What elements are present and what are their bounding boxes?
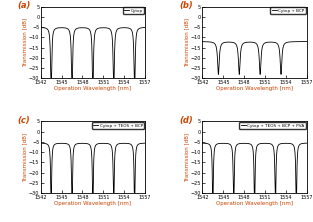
Legend: Cytop + BCP: Cytop + BCP (270, 8, 306, 14)
Text: (b): (b) (179, 1, 193, 10)
Legend: Cytop + TEOS + BCP + PVA: Cytop + TEOS + BCP + PVA (239, 122, 306, 129)
X-axis label: Operation Wavelength [nm]: Operation Wavelength [nm] (216, 86, 293, 91)
X-axis label: Operation Wavelength [nm]: Operation Wavelength [nm] (54, 201, 131, 206)
Y-axis label: Transmission [dB]: Transmission [dB] (23, 18, 28, 67)
X-axis label: Operation Wavelength [nm]: Operation Wavelength [nm] (54, 86, 131, 91)
Text: (a): (a) (18, 1, 31, 10)
X-axis label: Operation Wavelength [nm]: Operation Wavelength [nm] (216, 201, 293, 206)
Text: (c): (c) (18, 116, 30, 125)
Y-axis label: Transmission [dB]: Transmission [dB] (184, 133, 189, 182)
Text: (d): (d) (179, 116, 193, 125)
Legend: Cytop + TEOS + BCP: Cytop + TEOS + BCP (92, 122, 144, 129)
Legend: Cytop: Cytop (123, 8, 144, 14)
Y-axis label: Transmission [dB]: Transmission [dB] (184, 18, 189, 67)
Y-axis label: Transmission [dB]: Transmission [dB] (23, 133, 28, 182)
